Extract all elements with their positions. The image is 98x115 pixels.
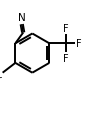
Text: F: F bbox=[76, 39, 82, 49]
Text: F: F bbox=[63, 24, 69, 34]
Text: N: N bbox=[18, 13, 26, 23]
Text: Br: Br bbox=[0, 74, 2, 84]
Text: F: F bbox=[63, 54, 69, 64]
